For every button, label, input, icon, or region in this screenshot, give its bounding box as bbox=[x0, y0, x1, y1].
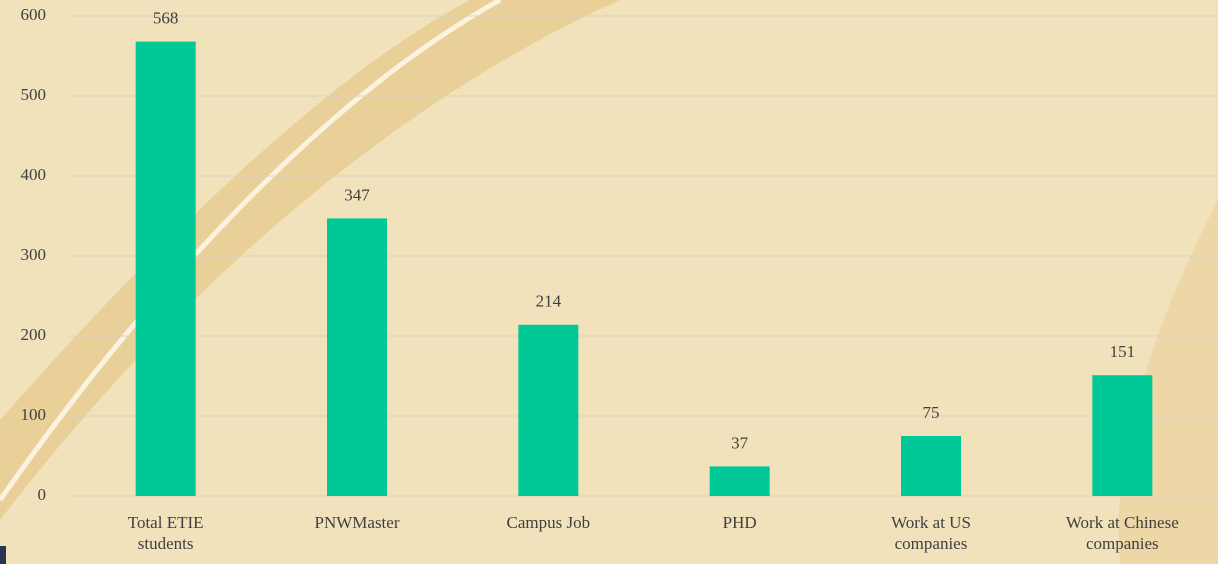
bar bbox=[710, 466, 770, 496]
data-label: 75 bbox=[923, 403, 940, 422]
data-label: 214 bbox=[536, 292, 562, 311]
data-label: 347 bbox=[344, 185, 370, 204]
y-tick-label: 0 bbox=[38, 485, 47, 504]
y-tick-label: 400 bbox=[21, 165, 47, 184]
bar bbox=[518, 325, 578, 496]
x-tick-label: Total ETIE students bbox=[104, 512, 228, 554]
x-tick-label: PHD bbox=[678, 512, 802, 533]
x-tick-label: Work at Chinese companies bbox=[1060, 512, 1184, 554]
y-tick-label: 100 bbox=[21, 405, 47, 424]
bar bbox=[327, 218, 387, 496]
data-label: 37 bbox=[731, 433, 749, 452]
data-label: 151 bbox=[1110, 342, 1136, 361]
data-label: 568 bbox=[153, 9, 179, 28]
x-tick-label: Work at US companies bbox=[869, 512, 993, 554]
x-tick-label: Campus Job bbox=[486, 512, 610, 533]
y-tick-label: 200 bbox=[21, 325, 47, 344]
y-tick-label: 500 bbox=[21, 85, 47, 104]
x-tick-label: PNWMaster bbox=[295, 512, 419, 533]
bar bbox=[901, 436, 961, 496]
y-tick-label: 600 bbox=[21, 5, 47, 24]
y-tick-label: 300 bbox=[21, 245, 47, 264]
bar bbox=[1092, 375, 1152, 496]
corner-mark bbox=[0, 546, 6, 564]
chart: 0 100 200 300 400 500 600 568 347 214 37 75 151 bbox=[0, 0, 1218, 564]
bar bbox=[136, 42, 196, 496]
chart-area: 0 100 200 300 400 500 600 568 347 214 37 75 151 Tota… bbox=[0, 0, 1218, 564]
